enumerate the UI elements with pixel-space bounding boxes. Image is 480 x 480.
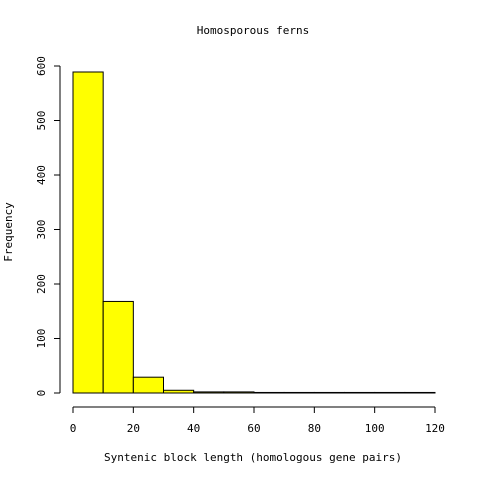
histogram-bar (313, 391, 346, 394)
y-tick-label: 100 (35, 329, 48, 349)
x-tick-label: 100 (365, 422, 385, 435)
x-tick-label: 0 (70, 422, 77, 435)
x-axis: 0 20 40 60 80 100 120 (70, 406, 445, 435)
histogram-bar (163, 389, 195, 394)
histogram-bar (223, 391, 255, 394)
histogram-bar (102, 300, 134, 394)
x-axis-label: Syntenic block length (homologous gene p… (104, 451, 402, 464)
y-tick-label: 600 (35, 56, 48, 76)
x-tick-label: 20 (127, 422, 140, 435)
y-axis: 0 100 200 300 400 500 600 (35, 56, 61, 397)
chart-title: Homosporous ferns (197, 24, 310, 37)
histogram-bar (374, 391, 406, 394)
y-tick-label: 200 (35, 274, 48, 294)
y-tick-label: 500 (35, 111, 48, 131)
bars-group (72, 71, 436, 394)
histogram-bar (193, 391, 225, 394)
histogram-bar (283, 391, 315, 394)
y-tick-label: 0 (35, 390, 48, 397)
histogram-bar (344, 391, 376, 394)
x-tick-label: 60 (247, 422, 260, 435)
x-tick-label: 120 (425, 422, 445, 435)
y-tick-label: 300 (35, 220, 48, 240)
histogram-bar (72, 71, 104, 394)
histogram-bar (132, 376, 164, 394)
histogram-bar (253, 391, 285, 394)
histogram-bar (404, 391, 436, 394)
y-axis-label: Frequency (2, 202, 15, 262)
x-tick-label: 80 (308, 422, 321, 435)
x-tick-label: 40 (187, 422, 200, 435)
y-tick-label: 400 (35, 165, 48, 185)
